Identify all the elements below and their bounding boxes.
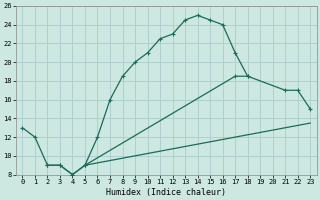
X-axis label: Humidex (Indice chaleur): Humidex (Indice chaleur) xyxy=(106,188,226,197)
